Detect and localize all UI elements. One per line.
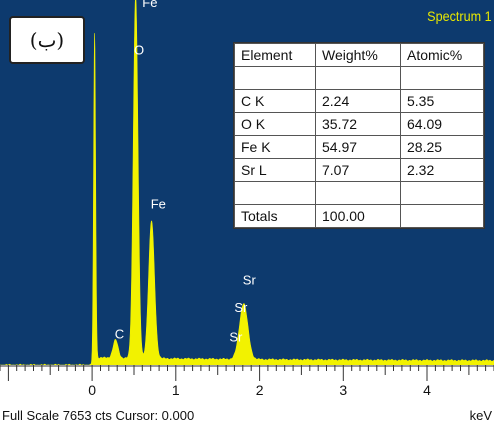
table-cell: 2.32 [400, 158, 484, 182]
full-scale-readout: Full Scale 7653 cts Cursor: 0.000 [2, 408, 195, 423]
table-cell: C K [234, 89, 316, 113]
peak-label-o: O [134, 42, 144, 57]
table-row: C K 2.24 5.35 [234, 89, 484, 113]
table-header-cell: Element [234, 43, 316, 67]
x-tick-label: 3 [339, 382, 347, 398]
table-cell: Totals [234, 204, 316, 228]
table-cell: O K [234, 112, 316, 136]
table-cell: 28.25 [400, 135, 484, 159]
table-cell [315, 181, 401, 205]
table-cell [400, 66, 484, 90]
table-cell [400, 181, 484, 205]
x-tick-label: 4 [423, 382, 431, 398]
table-row: Totals 100.00 [234, 204, 484, 228]
table-header-cell: Weight% [315, 43, 401, 67]
x-tick-label: 1 [172, 382, 180, 398]
table-cell [234, 181, 316, 205]
peak-label-sr: Sr [243, 272, 257, 287]
composition-table-container: Element Weight% Atomic% C K 2.24 5.35 O [233, 42, 485, 229]
x-axis-unit-label: keV [469, 408, 492, 423]
spectrum-plot-area: Fe O Fe C Sr Sr Sr (ب) Spectrum 1 Element Weig… [0, 0, 494, 365]
peak-label-fe: Fe [142, 0, 157, 10]
table-header-cell: Atomic% [400, 43, 484, 67]
table-cell [315, 66, 401, 90]
table-cell: 54.97 [315, 135, 401, 159]
table-header-row: Element Weight% Atomic% [234, 43, 484, 67]
table-row [234, 181, 484, 205]
spectrum-chart: Fe O Fe C Sr Sr Sr [0, 0, 494, 365]
table-row: Sr L 7.07 2.32 [234, 158, 484, 182]
spectrum-title: Spectrum 1 [427, 8, 492, 24]
table-cell: Fe K [234, 135, 316, 159]
table-cell: Sr L [234, 158, 316, 182]
x-tick-label: 2 [256, 382, 264, 398]
table-cell: 5.35 [400, 89, 484, 113]
x-axis: 0 1 2 3 4 [0, 365, 494, 398]
table-cell [400, 204, 484, 228]
peak-label-c: C [115, 326, 124, 341]
x-tick-label: 0 [88, 382, 96, 398]
table-cell: 100.00 [315, 204, 401, 228]
table-cell: 7.07 [315, 158, 401, 182]
composition-table: Element Weight% Atomic% C K 2.24 5.35 O [234, 43, 484, 228]
peak-label-sr: Sr [229, 329, 243, 344]
spectrum-area [0, 0, 494, 365]
peak-label-sr: Sr [234, 300, 248, 315]
table-row [234, 66, 484, 90]
table-cell: 2.24 [315, 89, 401, 113]
table-cell: 35.72 [315, 112, 401, 136]
peak-label-fe: Fe [151, 197, 166, 212]
table-cell: 64.09 [400, 112, 484, 136]
panel-label: (ب) [9, 16, 85, 64]
table-row: Fe K 54.97 28.25 [234, 135, 484, 159]
table-cell [234, 66, 316, 90]
table-row: O K 35.72 64.09 [234, 112, 484, 136]
